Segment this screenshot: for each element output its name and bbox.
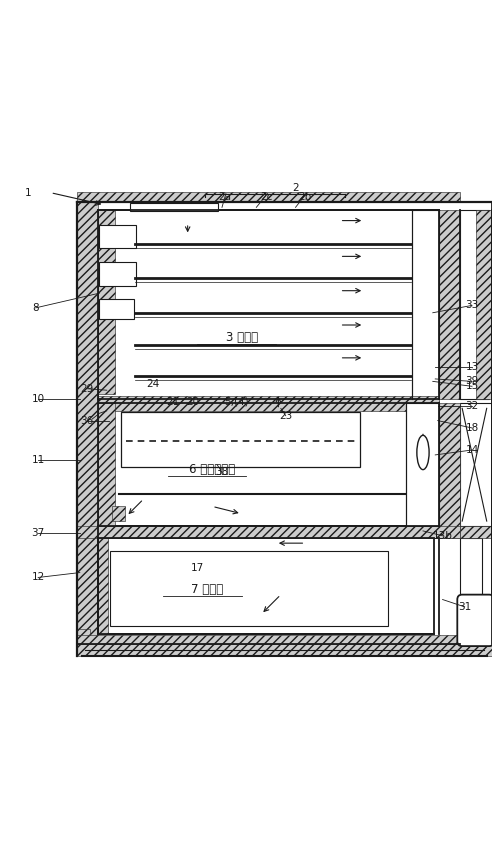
Text: 37: 37 [32,528,45,539]
Bar [460,403,492,526]
Bar [77,191,460,203]
Text: 36: 36 [80,415,94,426]
Text: 2a: 2a [218,192,231,202]
Text: 24: 24 [147,379,160,389]
Text: 20: 20 [186,397,199,407]
Text: 8: 8 [33,303,39,313]
Text: 39: 39 [465,376,479,386]
Text: 29: 29 [80,384,94,394]
Text: 11: 11 [32,454,45,465]
Bar [77,635,492,643]
Text: 13b: 13b [433,531,453,540]
Text: 2c: 2c [260,192,272,202]
Bar [77,629,90,643]
Bar [98,210,439,398]
Text: 10: 10 [32,393,45,403]
Bar [100,299,134,318]
Bar [460,526,492,538]
Text: 32: 32 [465,401,479,411]
Bar [98,403,439,526]
Bar [130,203,218,211]
Ellipse shape [417,436,429,470]
Text: 5,(4): 5,(4) [224,397,249,407]
Text: 17: 17 [191,563,204,573]
Bar [110,551,387,626]
Bar [476,210,492,398]
Text: 31: 31 [458,602,471,612]
Bar [100,225,136,248]
Bar [112,506,125,521]
Bar [98,403,115,526]
Bar [77,526,460,538]
Bar [98,538,108,634]
Bar [77,643,492,656]
Bar [439,210,460,398]
Bar [406,403,439,526]
Bar [460,210,489,398]
Text: 18: 18 [465,423,479,433]
Text: 14: 14 [465,445,479,455]
Text: 21: 21 [166,397,179,407]
Text: 38: 38 [215,467,229,477]
Text: 15: 15 [465,381,479,391]
Bar [100,262,136,286]
Text: 23: 23 [279,411,292,420]
Text: 3 冷藏室: 3 冷藏室 [225,331,258,344]
Bar [412,210,439,398]
Bar [77,203,98,637]
Text: 13: 13 [465,362,479,372]
Bar [98,210,115,394]
Text: 2: 2 [292,183,299,192]
Text: 7 蔬菜室: 7 蔬菜室 [191,583,223,597]
Bar [98,396,439,411]
Bar [121,412,360,467]
Text: 33: 33 [465,300,479,311]
Text: 1: 1 [25,187,32,197]
Bar [98,538,434,634]
Bar [439,403,460,538]
Text: 12: 12 [32,573,45,582]
Text: 2b: 2b [299,192,312,202]
Text: 6 下层冷冻室: 6 下层冷冻室 [189,463,235,476]
FancyBboxPatch shape [458,595,493,646]
Bar [460,538,482,634]
